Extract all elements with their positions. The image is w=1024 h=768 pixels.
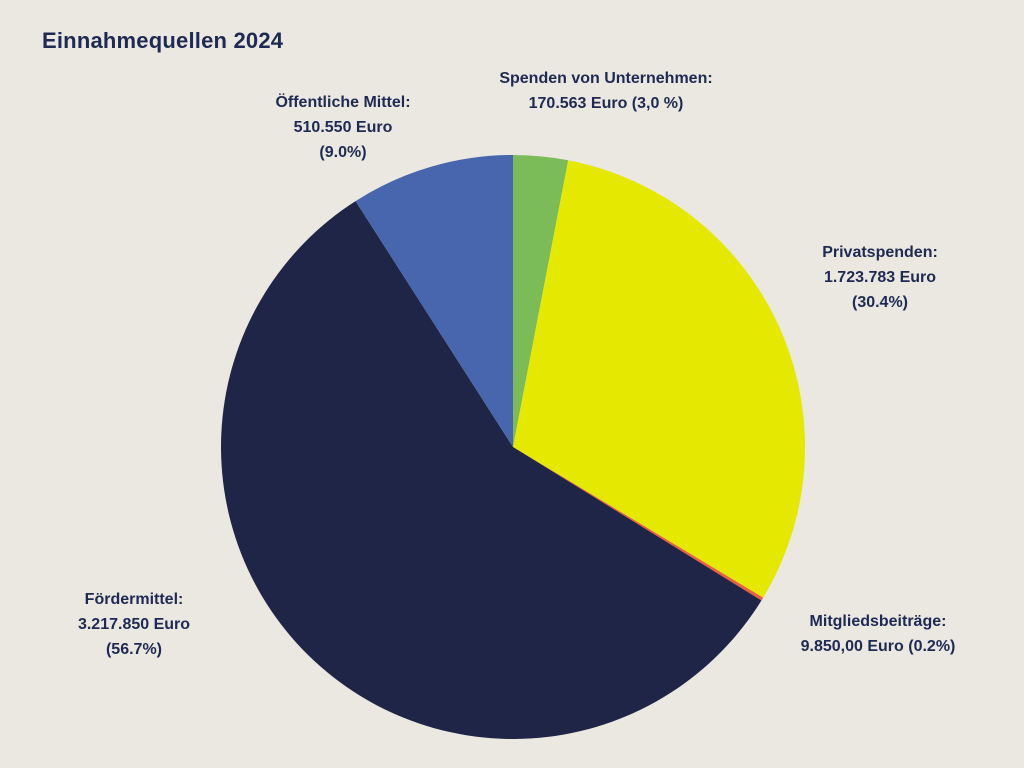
pie-label-foerdermittel: Fördermittel: 3.217.850 Euro (56.7%) <box>78 587 190 662</box>
pie-label-line: Öffentliche Mittel: <box>275 94 411 111</box>
pie-slice-oeffentliche-mittel <box>355 155 513 447</box>
pie-label-line: 170.563 Euro (3,0 %) <box>528 95 684 112</box>
pie-label-oeffentliche-mittel: Öffentliche Mittel: 510.550 Euro (9.0%) <box>275 90 410 165</box>
chart-title: Einnahmequellen 2024 <box>42 28 284 53</box>
pie-label-line: 9.850,00 Euro (0.2%) <box>800 638 956 655</box>
pie-slice-spenden-von-unternehmen <box>513 155 569 447</box>
pie-label-line: Mitgliedsbeiträge: <box>809 613 947 630</box>
pie-label-line: (30.4%) <box>851 294 909 311</box>
pie-slice-privatspenden <box>513 160 806 598</box>
pie-label-mitgliedsbeitraege: Mitgliedsbeiträge: 9.850,00 Euro (0.2%) <box>801 609 956 659</box>
pie-label-line: 510.550 Euro <box>293 119 393 136</box>
pie-label-line: (9.0%) <box>319 144 367 161</box>
pie-slice-mitgliedsbeitraege <box>513 447 764 601</box>
pie-label-privatspenden: Privatspenden: 1.723.783 Euro (30.4%) <box>822 240 938 315</box>
pie-slice-foerdermittel <box>221 201 762 739</box>
pie-label-line: 1.723.783 Euro <box>823 269 937 286</box>
pie-label-line: Privatspenden: <box>822 244 938 261</box>
pie-label-line: Fördermittel: <box>84 591 184 608</box>
pie-label-line: 3.217.850 Euro <box>77 616 191 633</box>
pie-label-spenden-von-unternehmen: Spenden von Unternehmen: 170.563 Euro (3… <box>499 66 712 116</box>
pie-label-line: (56.7%) <box>105 641 163 658</box>
pie-label-line: Spenden von Unternehmen: <box>499 70 713 87</box>
